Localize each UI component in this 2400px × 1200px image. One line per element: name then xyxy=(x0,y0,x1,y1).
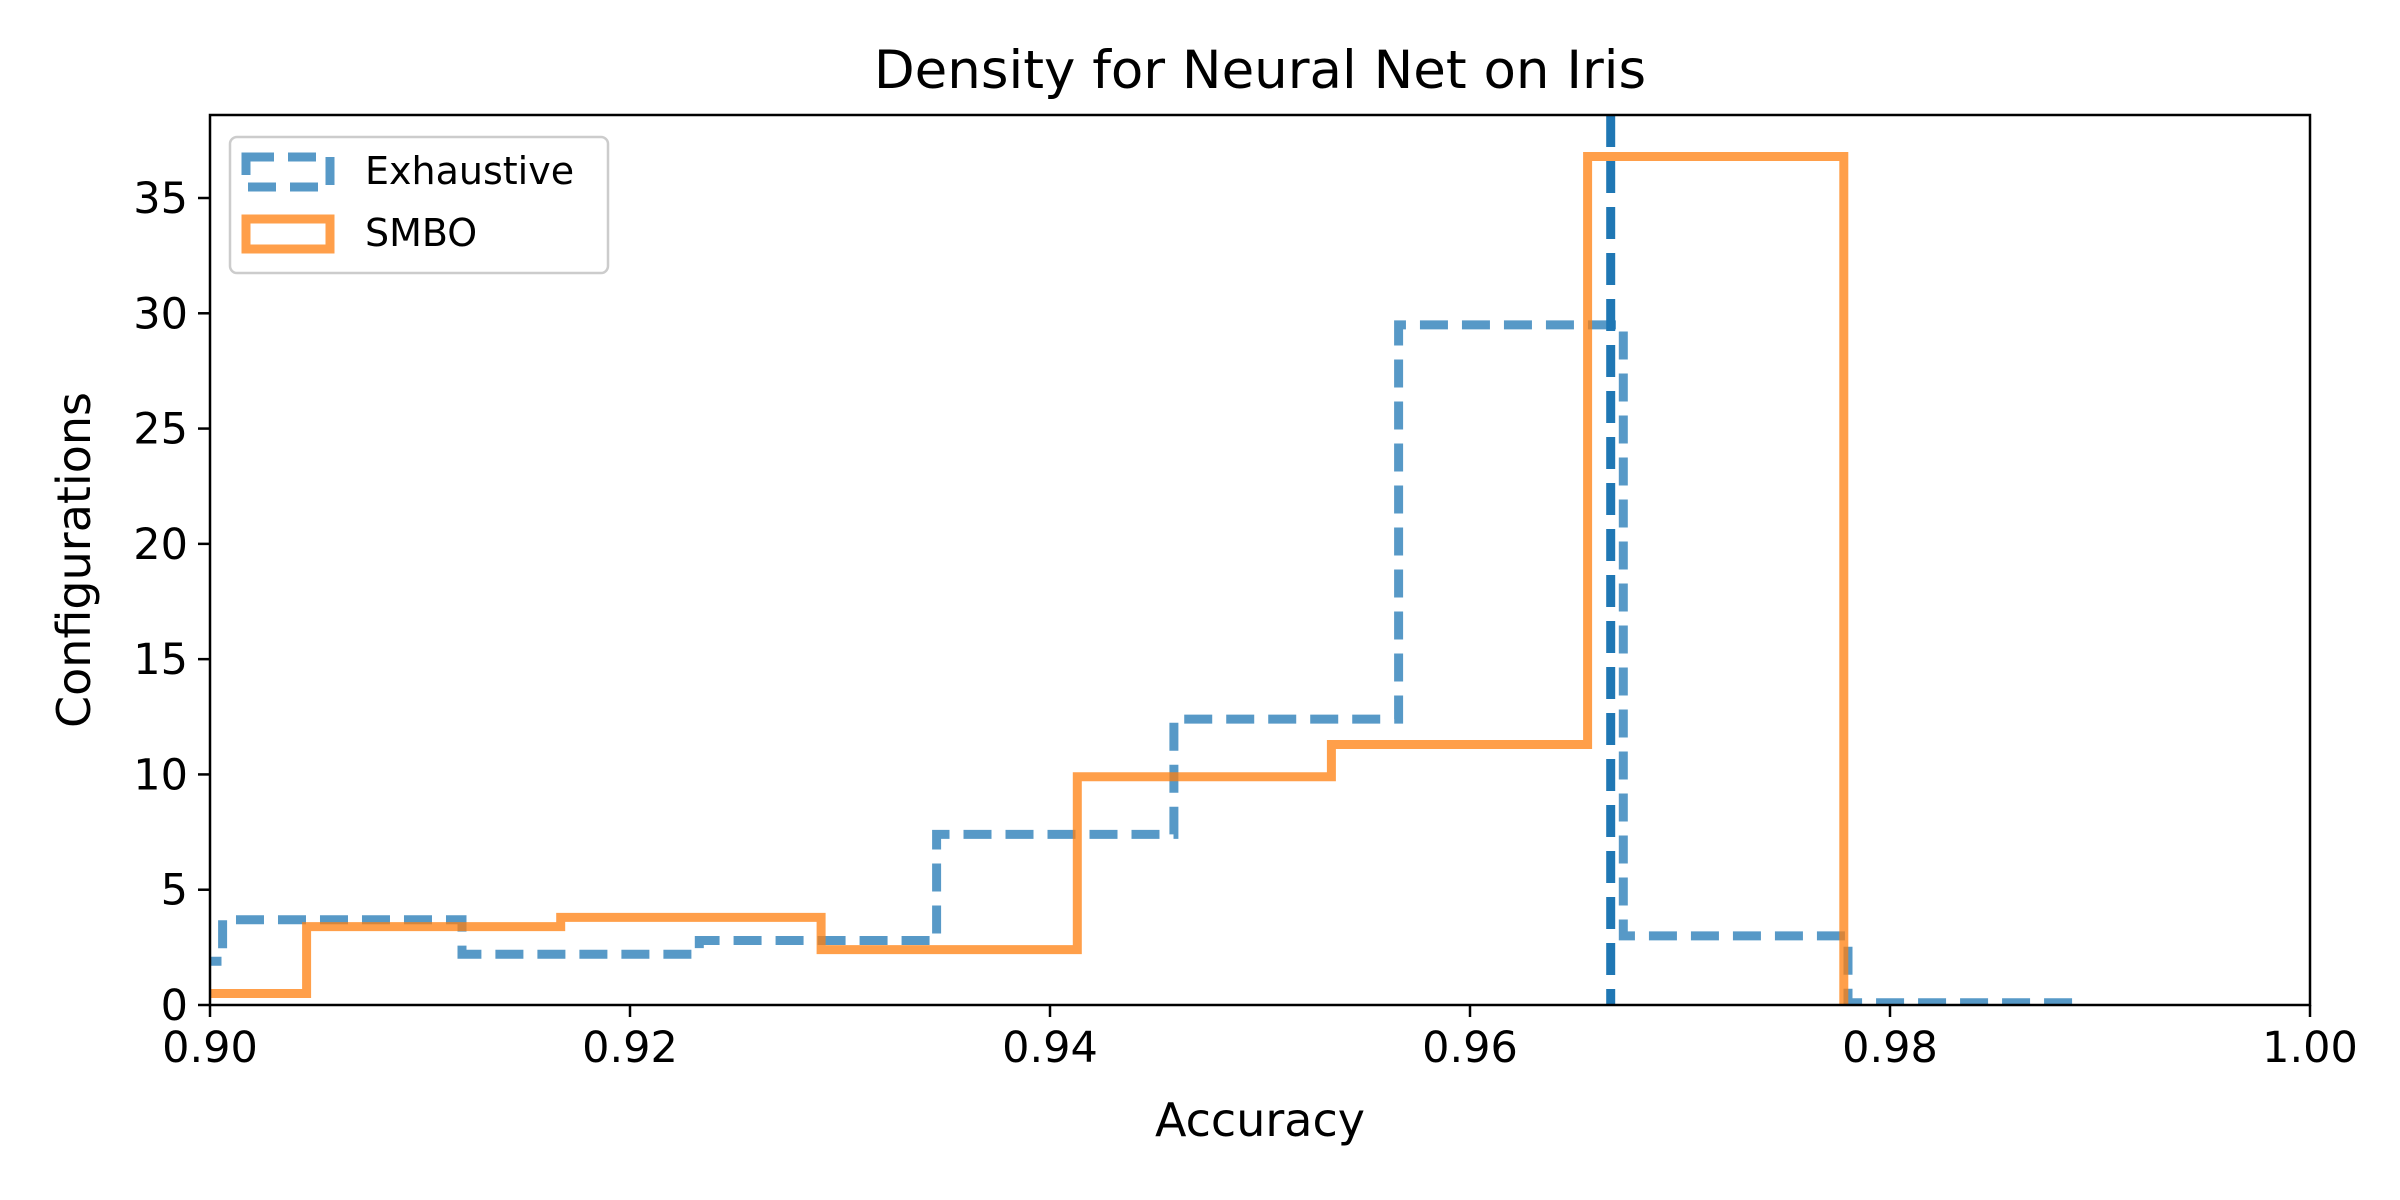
y-tick-label: 20 xyxy=(133,520,188,570)
y-axis: 0 5 10 15 20 25 30 35 xyxy=(133,174,210,1031)
legend: Exhaustive SMBO xyxy=(228,135,610,275)
y-axis-label: Configurations xyxy=(47,392,101,728)
series-exhaustive-step xyxy=(210,320,2078,1005)
legend-label-smbo: SMBO xyxy=(365,211,477,255)
chart-title: Density for Neural Net on Iris xyxy=(874,40,1646,101)
x-tick-label: 0.94 xyxy=(1002,1023,1098,1073)
x-tick-label: 0.92 xyxy=(582,1023,678,1073)
legend-label-exhaustive: Exhaustive xyxy=(365,149,574,193)
x-tick-label: 0.90 xyxy=(162,1023,258,1073)
legend-box xyxy=(228,135,610,275)
x-tick-label: 0.98 xyxy=(1842,1023,1938,1073)
y-tick-label: 10 xyxy=(133,750,188,800)
x-axis: 0.90 0.92 0.94 0.96 0.98 1.00 xyxy=(162,1005,2358,1073)
plot-area xyxy=(210,115,2078,1005)
y-tick-label: 0 xyxy=(161,981,188,1031)
y-tick-label: 35 xyxy=(133,174,188,224)
y-tick-label: 25 xyxy=(133,405,188,455)
legend-swatch-exhaustive xyxy=(241,152,335,192)
legend-swatch-smbo xyxy=(241,214,335,254)
y-tick-label: 5 xyxy=(161,866,188,916)
plot-frame xyxy=(208,113,2312,1007)
x-tick-label: 0.96 xyxy=(1422,1023,1518,1073)
y-tick-label: 15 xyxy=(133,635,188,685)
series-smbo-step xyxy=(210,152,1849,1005)
x-tick-label: 1.00 xyxy=(2262,1023,2358,1073)
y-tick-label: 30 xyxy=(133,289,188,339)
x-axis-label: Accuracy xyxy=(1155,1093,1365,1147)
